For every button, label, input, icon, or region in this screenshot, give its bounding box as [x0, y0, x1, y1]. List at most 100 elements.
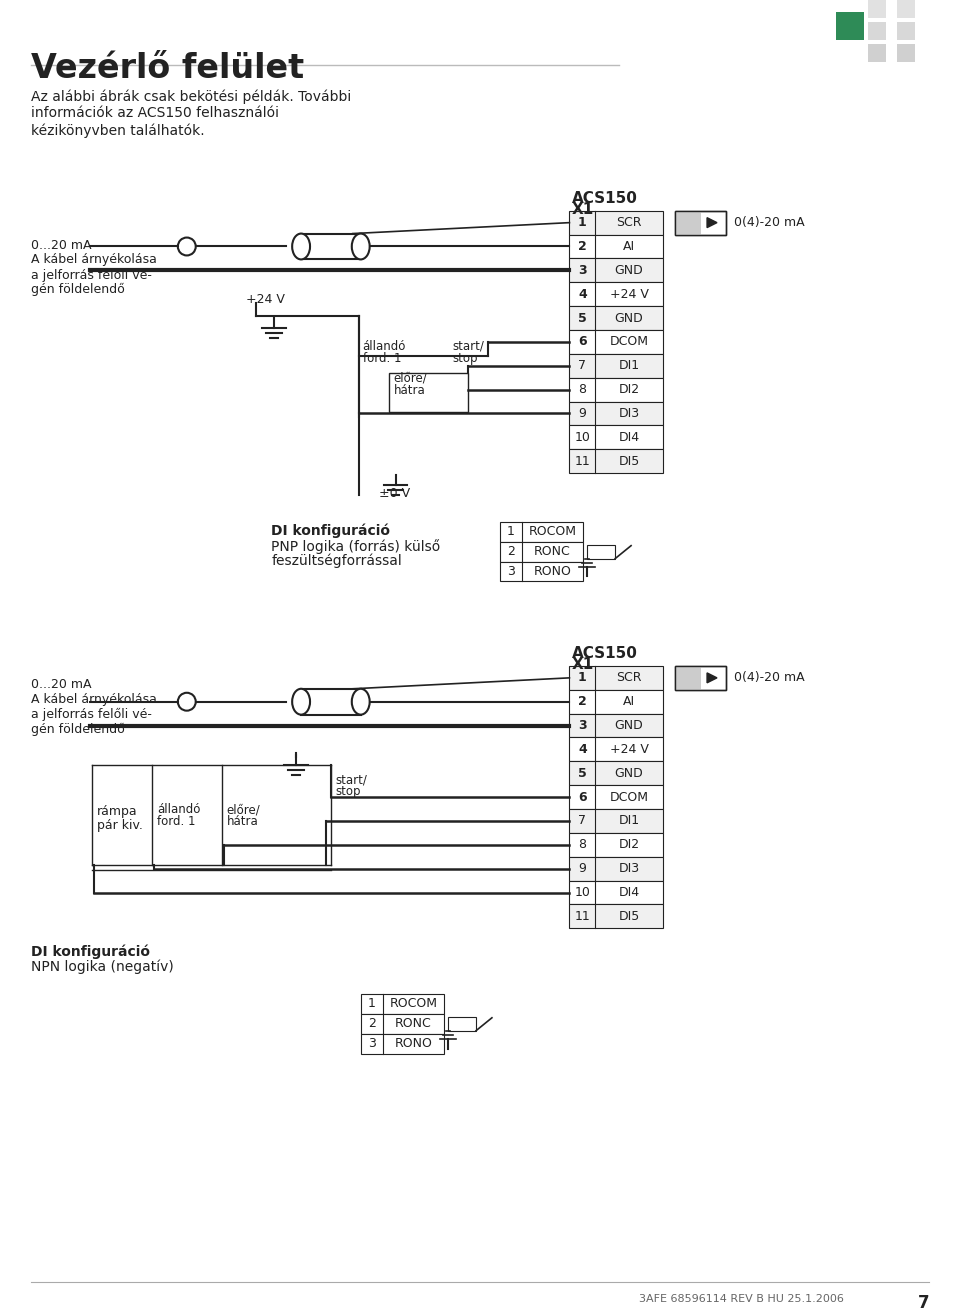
Text: rámpa: rámpa — [97, 805, 138, 818]
Text: RONO: RONO — [534, 565, 571, 579]
Bar — [569, 354, 663, 377]
Text: 6: 6 — [578, 790, 587, 803]
Text: 7: 7 — [578, 814, 587, 827]
Bar — [588, 544, 615, 559]
Text: 0(4)-20 mA: 0(4)-20 mA — [734, 216, 805, 229]
Bar — [569, 283, 663, 306]
Text: +24 V: +24 V — [610, 288, 649, 301]
Text: 10: 10 — [574, 886, 590, 899]
Text: állandó: állandó — [363, 339, 406, 352]
Text: információk az ACS150 felhasználói: információk az ACS150 felhasználói — [31, 107, 278, 121]
Text: A kábel árnyékolása: A kábel árnyékolása — [31, 254, 156, 267]
Text: 2: 2 — [578, 241, 587, 252]
Text: ROCOM: ROCOM — [529, 525, 577, 538]
Text: 2: 2 — [578, 696, 587, 709]
Bar — [569, 665, 663, 690]
Bar — [569, 785, 663, 809]
Text: ACS150: ACS150 — [571, 191, 637, 206]
Text: 1: 1 — [507, 525, 515, 538]
Text: a jelforrás felőli vé-: a jelforrás felőli vé- — [31, 707, 152, 721]
Text: 11: 11 — [574, 455, 590, 468]
Bar — [500, 542, 584, 562]
Bar — [569, 450, 663, 473]
Bar — [675, 665, 727, 690]
Text: a jelforrás felőli vé-: a jelforrás felőli vé- — [31, 268, 152, 281]
Text: 3AFE 68596114 REV B HU 25.1.2006: 3AFE 68596114 REV B HU 25.1.2006 — [639, 1294, 844, 1304]
Text: 1: 1 — [578, 216, 587, 229]
Bar — [675, 665, 727, 690]
Text: 0...20 mA: 0...20 mA — [31, 238, 91, 251]
Text: DI1: DI1 — [618, 359, 639, 372]
Text: 5: 5 — [578, 312, 587, 325]
Text: 5: 5 — [578, 767, 587, 780]
Text: DI2: DI2 — [618, 383, 639, 396]
Bar — [569, 761, 663, 785]
Bar — [868, 0, 885, 18]
Text: 2: 2 — [368, 1018, 375, 1030]
Text: DI konfiguráció: DI konfiguráció — [272, 523, 391, 538]
Text: gén földelendő: gén földelendő — [31, 722, 125, 735]
Text: Vezérlő felület: Vezérlő felület — [31, 51, 304, 84]
Text: DI konfiguráció: DI konfiguráció — [31, 944, 150, 959]
Text: 8: 8 — [578, 839, 587, 851]
Bar — [569, 377, 663, 401]
Text: A kábel árnyékolása: A kábel árnyékolása — [31, 693, 156, 706]
Bar — [500, 562, 584, 581]
Text: hátra: hátra — [394, 384, 425, 397]
Ellipse shape — [292, 234, 310, 259]
Text: 9: 9 — [579, 406, 587, 419]
Bar — [569, 832, 663, 857]
Bar — [675, 210, 727, 234]
Text: DI4: DI4 — [618, 886, 639, 899]
Text: pár kiv.: pár kiv. — [97, 819, 143, 832]
Text: stop: stop — [452, 352, 478, 364]
Bar — [569, 210, 663, 234]
Text: 8: 8 — [578, 383, 587, 396]
Text: start/: start/ — [452, 339, 484, 352]
Text: gén földelendő: gén földelendő — [31, 283, 125, 296]
Text: RONC: RONC — [395, 1018, 432, 1030]
Text: 9: 9 — [579, 863, 587, 876]
Text: GND: GND — [614, 719, 643, 732]
Text: 1: 1 — [368, 997, 375, 1010]
Text: 11: 11 — [574, 910, 590, 923]
Bar — [675, 210, 701, 234]
Bar — [898, 22, 915, 39]
Text: SCR: SCR — [616, 672, 642, 684]
Bar — [675, 665, 701, 690]
Text: kézikönyvben találhatók.: kézikönyvben találhatók. — [31, 124, 204, 138]
Text: előre/: előre/ — [227, 803, 260, 817]
Text: X1: X1 — [571, 201, 593, 217]
Text: 3: 3 — [368, 1038, 375, 1051]
Text: feszültségforrással: feszültségforrással — [272, 554, 402, 568]
Text: Az alábbi ábrák csak bekötési példák. További: Az alábbi ábrák csak bekötési példák. To… — [31, 89, 351, 104]
Text: 10: 10 — [574, 431, 590, 444]
Polygon shape — [708, 218, 717, 227]
Text: DI4: DI4 — [618, 431, 639, 444]
Bar — [569, 857, 663, 881]
Text: 2: 2 — [507, 546, 515, 558]
Bar — [569, 905, 663, 928]
Text: 4: 4 — [578, 743, 587, 756]
Bar — [301, 234, 361, 259]
Bar — [389, 372, 468, 413]
Bar — [569, 881, 663, 905]
Polygon shape — [708, 673, 717, 682]
Bar — [500, 522, 584, 542]
Text: AI: AI — [623, 241, 636, 252]
Text: RONC: RONC — [534, 546, 571, 558]
Text: előre/: előre/ — [394, 372, 427, 385]
Text: DI5: DI5 — [618, 910, 639, 923]
Bar — [569, 809, 663, 832]
Text: ACS150: ACS150 — [571, 646, 637, 661]
Bar — [361, 1014, 444, 1034]
Bar — [868, 43, 885, 62]
Text: DI3: DI3 — [618, 863, 639, 876]
Text: DI3: DI3 — [618, 406, 639, 419]
Text: DCOM: DCOM — [610, 790, 649, 803]
Bar — [569, 330, 663, 354]
Text: 7: 7 — [578, 359, 587, 372]
Text: GND: GND — [614, 767, 643, 780]
Text: 3: 3 — [578, 264, 587, 277]
Bar — [301, 689, 361, 714]
